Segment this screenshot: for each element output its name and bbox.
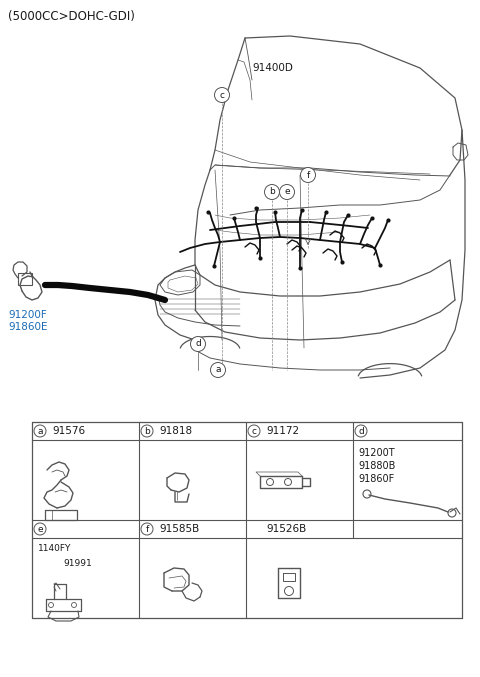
Text: 91860E: 91860E	[8, 322, 48, 332]
Text: 91818: 91818	[159, 426, 192, 436]
Text: 91585B: 91585B	[159, 524, 199, 534]
Text: c: c	[219, 91, 225, 100]
Text: b: b	[269, 188, 275, 196]
Text: 91576: 91576	[52, 426, 85, 436]
Text: 91200F: 91200F	[8, 310, 47, 320]
Circle shape	[141, 425, 153, 437]
Text: f: f	[306, 171, 310, 179]
Text: 1140FY: 1140FY	[38, 544, 72, 553]
Text: a: a	[37, 427, 43, 435]
Text: 91400D: 91400D	[252, 63, 293, 73]
Circle shape	[211, 362, 226, 378]
Circle shape	[215, 87, 229, 102]
Circle shape	[355, 425, 367, 437]
Circle shape	[279, 185, 295, 200]
Circle shape	[141, 523, 153, 535]
Text: 91526B: 91526B	[266, 524, 306, 534]
Circle shape	[300, 167, 315, 183]
Text: d: d	[358, 427, 364, 435]
Text: e: e	[284, 188, 290, 196]
Bar	[18, 273, 32, 285]
Circle shape	[34, 523, 46, 535]
Circle shape	[34, 425, 46, 437]
Text: 91200T: 91200T	[358, 448, 395, 458]
Text: b: b	[144, 427, 150, 435]
Circle shape	[248, 425, 260, 437]
Text: d: d	[195, 339, 201, 349]
Text: 91880B: 91880B	[358, 461, 396, 471]
Text: a: a	[215, 366, 221, 374]
Text: 91860F: 91860F	[358, 474, 394, 484]
Text: (5000CC>DOHC-GDI): (5000CC>DOHC-GDI)	[8, 10, 135, 23]
Text: f: f	[145, 525, 149, 533]
Text: 91991: 91991	[63, 559, 92, 568]
Text: e: e	[37, 525, 43, 533]
Circle shape	[264, 185, 279, 200]
Text: c: c	[252, 427, 256, 435]
Text: 91172: 91172	[266, 426, 299, 436]
Circle shape	[191, 336, 205, 351]
